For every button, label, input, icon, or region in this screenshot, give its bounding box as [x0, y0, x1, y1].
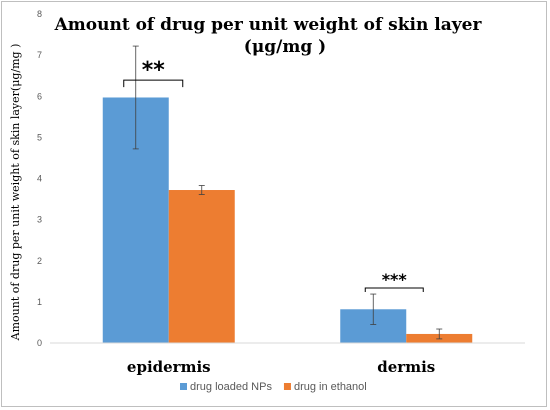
- significance-label: **: [142, 58, 166, 83]
- significance-bracket: [123, 79, 184, 88]
- x-tick-label-dermis: dermis: [377, 358, 435, 376]
- significance-label: ***: [382, 270, 408, 289]
- legend-swatch: [180, 383, 187, 390]
- y-tick-label: 1: [37, 297, 42, 307]
- y-tick-label: 2: [37, 256, 42, 266]
- y-tick-label: 0: [37, 338, 42, 348]
- y-axis-label: Amount of drug per unit weight of skin l…: [9, 44, 22, 342]
- legend-label: drug in ethanol: [294, 381, 367, 393]
- legend-label: drug loaded NPs: [190, 381, 272, 393]
- y-tick-label: 4: [37, 174, 42, 184]
- significance-bracket: [364, 287, 424, 293]
- bar-epidermis-1: [168, 190, 235, 343]
- y-tick-label: 3: [37, 215, 42, 225]
- y-tick-label: 8: [37, 9, 42, 19]
- x-tick-label-epidermis: epidermis: [127, 358, 211, 376]
- legend-swatch: [283, 383, 291, 390]
- y-tick-label: 7: [37, 50, 42, 60]
- y-tick-label: 5: [37, 132, 42, 142]
- y-tick-label: 6: [37, 91, 42, 101]
- chart-title-line2: (μg/mg ): [244, 37, 326, 57]
- chart-title-line1: Amount of drug per unit weight of skin l…: [54, 15, 483, 35]
